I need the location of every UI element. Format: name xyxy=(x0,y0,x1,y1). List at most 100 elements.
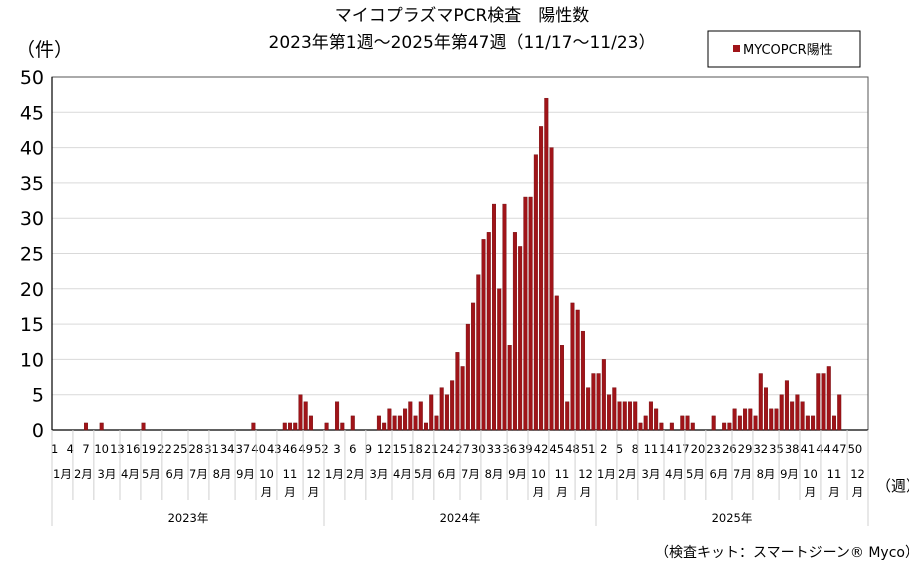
bar xyxy=(429,394,434,431)
bar xyxy=(790,401,795,431)
bar xyxy=(575,309,580,431)
week-tick-label: 24 xyxy=(440,442,455,456)
bar xyxy=(711,415,716,431)
bar xyxy=(596,373,601,431)
y-tick-label: 20 xyxy=(20,279,44,301)
bar xyxy=(502,203,507,431)
bar xyxy=(424,422,429,431)
y-tick-label: 30 xyxy=(20,208,44,230)
bar xyxy=(784,380,789,431)
bar xyxy=(737,415,742,431)
week-tick-label: 15 xyxy=(393,442,408,456)
bar xyxy=(340,422,345,431)
week-tick-label: 12 xyxy=(377,442,392,456)
bar xyxy=(748,408,753,431)
week-tick-label: 6 xyxy=(349,442,356,456)
bar xyxy=(533,154,538,431)
bar xyxy=(659,422,664,431)
bar xyxy=(324,422,329,431)
week-tick-label: 47 xyxy=(832,442,847,456)
bar xyxy=(512,232,517,431)
week-tick-label: 35 xyxy=(769,442,784,456)
bar xyxy=(654,408,659,431)
week-tick-label: 27 xyxy=(455,442,470,456)
bar xyxy=(523,196,528,431)
bar xyxy=(732,408,737,431)
chart-title-line2: 2023年第1週～2025年第47週（11/17～11/23） xyxy=(269,33,656,53)
week-tick-label: 46 xyxy=(283,442,298,456)
week-tick-label: 11 xyxy=(644,442,659,456)
bar xyxy=(434,415,439,431)
bar xyxy=(832,415,837,431)
bar xyxy=(648,401,653,431)
bar xyxy=(633,401,638,431)
week-tick-label: 41 xyxy=(801,442,816,456)
bar xyxy=(622,401,627,431)
week-tick-label: 20 xyxy=(691,442,706,456)
year-label: 2025年 xyxy=(712,511,753,525)
week-tick-label: 19 xyxy=(141,442,156,456)
week-tick-label: 49 xyxy=(298,442,313,456)
bar xyxy=(779,394,784,431)
week-tick-label: 5 xyxy=(616,442,623,456)
y-tick-label: 35 xyxy=(20,173,44,195)
bar xyxy=(680,415,685,431)
bar xyxy=(507,345,512,431)
bar xyxy=(669,422,674,431)
bar xyxy=(308,415,313,431)
bar xyxy=(811,415,816,431)
week-tick-label: 50 xyxy=(848,442,863,456)
bar xyxy=(612,387,617,431)
week-tick-label: 28 xyxy=(189,442,204,456)
week-tick-label: 4 xyxy=(67,442,74,456)
bar xyxy=(826,366,831,431)
x-axis-unit-label: （週） xyxy=(876,477,909,495)
bar xyxy=(141,422,146,431)
bar xyxy=(251,422,256,431)
week-tick-label: 17 xyxy=(675,442,690,456)
week-tick-label: 21 xyxy=(424,442,439,456)
chart-title-line1: マイコプラズマPCR検査 陽性数 xyxy=(335,6,590,26)
week-tick-label: 51 xyxy=(581,442,596,456)
bar xyxy=(392,415,397,431)
bar xyxy=(387,408,392,431)
bar xyxy=(539,126,544,431)
bar xyxy=(554,295,559,431)
y-tick-label: 15 xyxy=(20,314,44,336)
year-label: 2023年 xyxy=(168,511,209,525)
bar xyxy=(638,422,643,431)
bar xyxy=(481,239,486,431)
week-tick-label: 29 xyxy=(738,442,753,456)
bar xyxy=(476,274,481,431)
bar xyxy=(690,422,695,431)
bar xyxy=(549,147,554,431)
week-tick-label: 30 xyxy=(471,442,486,456)
footnote: （検査キット：スマートジーン® Myco） xyxy=(655,545,909,561)
bar xyxy=(486,232,491,431)
bar xyxy=(83,422,88,431)
week-tick-label: 43 xyxy=(267,442,282,456)
bar xyxy=(580,330,585,431)
bar xyxy=(565,401,570,431)
bar xyxy=(298,394,303,431)
bar xyxy=(439,387,444,431)
bar xyxy=(518,246,523,431)
bar xyxy=(816,373,821,431)
week-tick-label: 37 xyxy=(236,442,251,456)
bar xyxy=(288,422,293,431)
bar xyxy=(460,366,465,431)
bar xyxy=(413,415,418,431)
bar xyxy=(764,387,769,431)
week-tick-label: 44 xyxy=(816,442,831,456)
bar xyxy=(837,394,842,431)
week-tick-label: 22 xyxy=(157,442,172,456)
year-label: 2024年 xyxy=(440,511,481,525)
week-tick-label: 48 xyxy=(565,442,580,456)
bar xyxy=(335,401,340,431)
bar xyxy=(805,415,810,431)
bar xyxy=(444,394,449,431)
bar xyxy=(643,415,648,431)
bar xyxy=(560,345,565,431)
week-tick-label: 7 xyxy=(82,442,89,456)
